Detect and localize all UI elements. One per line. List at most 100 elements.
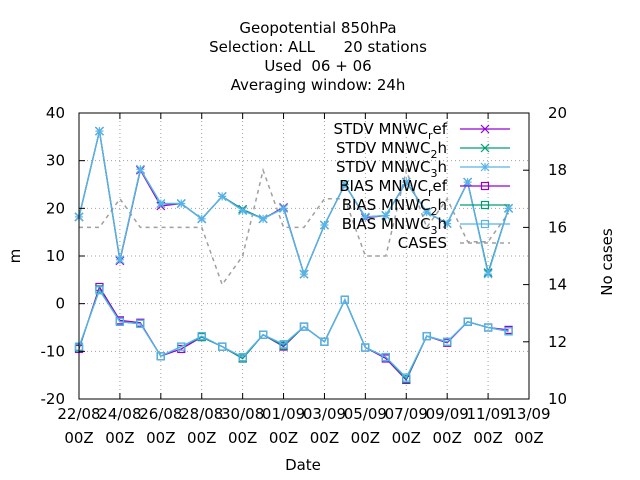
title-line-4: Averaging window: 24h: [231, 76, 406, 94]
y-tick-label: -20: [41, 390, 66, 408]
chart-title: Geopotential 850hPa Selection: ALL 20 st…: [209, 19, 427, 94]
x-tick-label: 00Z: [64, 429, 93, 447]
x-tick-label: 11/09: [466, 405, 509, 423]
legend-entry: STDV MNWCref: [333, 120, 510, 142]
legend-label: BIAS MNWCref: [339, 177, 447, 199]
x-tick-label: 00Z: [310, 429, 339, 447]
title-line-1: Geopotential 850hPa: [239, 19, 396, 37]
x-tick-label: 00Z: [432, 429, 461, 447]
data-point: [320, 337, 329, 346]
x-tick-label: 00Z: [392, 429, 421, 447]
legend-label: STDV MNWC2h: [336, 139, 447, 161]
series-line: [78, 130, 510, 277]
legend-label: BIAS MNWC2h: [342, 196, 447, 218]
y2-tick-label: 16: [548, 218, 567, 236]
x-tick-label: 00Z: [514, 429, 543, 447]
data-point: [258, 330, 268, 339]
legend-entry: STDV MNWC3h: [336, 158, 510, 180]
legend-entry: CASES: [398, 234, 510, 252]
y-tick-label: 0: [55, 295, 65, 313]
legend-entry: BIAS MNWC3h: [342, 215, 510, 237]
x-tick-label: 00Z: [228, 429, 257, 447]
legend-entry: STDV MNWC2h: [336, 139, 510, 161]
x-tick-label: 00Z: [187, 429, 216, 447]
data-point: [361, 343, 370, 352]
data-point: [422, 331, 431, 341]
data-point: [504, 327, 513, 336]
y2-tick-label: 20: [548, 104, 567, 122]
x-tick-label: 00Z: [146, 429, 175, 447]
data-point: [218, 342, 227, 351]
x-tick-label: 22/08: [57, 405, 100, 423]
data-point: [402, 373, 411, 382]
x-tick-label: 00Z: [105, 429, 134, 447]
y-tick-label: 40: [46, 104, 65, 122]
data-point: [238, 352, 247, 362]
legend-label: CASES: [398, 234, 447, 252]
y2-tick-label: 14: [548, 276, 567, 294]
data-point: [279, 340, 288, 349]
grid: [78, 112, 530, 400]
legend-entry: BIAS MNWC2h: [342, 196, 510, 218]
legend-sample-marker: [480, 143, 490, 153]
x-tick-label: 24/08: [98, 405, 141, 423]
legend-entry: BIAS MNWCref: [339, 177, 510, 199]
x-tick-label: 28/08: [180, 405, 223, 423]
y-tick-label: 10: [46, 247, 65, 265]
series-bias-mnwc-2h: [74, 285, 513, 384]
series-layer: [74, 126, 513, 385]
x-tick-label: 00Z: [351, 429, 380, 447]
legend-label: STDV MNWCref: [333, 120, 447, 142]
data-point: [197, 331, 206, 341]
legend-sample-marker: [480, 219, 490, 229]
series-line: [78, 287, 509, 381]
x-tick-label: 05/09: [344, 405, 387, 423]
series-cases: [79, 167, 510, 287]
data-point: [95, 286, 104, 295]
y2-tick-label: 10: [548, 390, 567, 408]
series-line: [78, 288, 509, 379]
data-point: [136, 319, 145, 328]
title-line-2: Selection: ALL 20 stations: [209, 38, 427, 56]
axis-ticks: 22/08 00Z 24/08 00Z 26/08 00Z 28/08 00Z 30/08 00Z…: [41, 104, 568, 447]
data-point: [115, 317, 125, 326]
y-tick-label: 30: [46, 152, 65, 170]
legend-sample-marker: [480, 124, 490, 134]
legend-label: BIAS MNWC3h: [342, 215, 447, 237]
series-stdv-mnwc-3h: [74, 126, 513, 279]
data-point: [443, 337, 452, 346]
y-tick-label: -10: [41, 342, 66, 360]
data-point: [340, 295, 350, 304]
x-tick-label: 07/09: [385, 405, 428, 423]
data-point: [156, 352, 165, 361]
x-tick-label: 00Z: [269, 429, 298, 447]
data-point: [463, 317, 472, 326]
data-point: [299, 322, 309, 331]
legend-sample-marker: [480, 200, 490, 210]
series-line: [79, 167, 510, 287]
x-tick-label: 13/09: [507, 405, 550, 423]
series-bias-mnwc-3h: [74, 286, 513, 382]
data-point: [483, 323, 493, 332]
y-axis-label: m: [6, 249, 24, 264]
series-line: [78, 285, 509, 382]
legend-sample-marker: [480, 181, 490, 191]
x-tick-label: 09/09: [426, 405, 469, 423]
series-bias-mnwc-ref: [74, 282, 513, 385]
x-tick-label: 01/09: [262, 405, 305, 423]
x-tick-label: 30/08: [221, 405, 264, 423]
y-tick-label: 20: [46, 199, 65, 217]
title-line-3: Used 06 + 06: [264, 57, 371, 75]
x-tick-label: 26/08: [139, 405, 182, 423]
data-point: [381, 352, 390, 362]
x-tick-label: 00Z: [473, 429, 502, 447]
y2-tick-label: 18: [548, 161, 567, 179]
data-point: [177, 342, 186, 351]
x-axis-label: Date: [285, 456, 321, 474]
x-tick-label: 03/09: [303, 405, 346, 423]
y2-axis-label: No cases: [598, 228, 616, 296]
legend-label: STDV MNWC3h: [336, 158, 447, 180]
y2-tick-label: 12: [548, 333, 567, 351]
